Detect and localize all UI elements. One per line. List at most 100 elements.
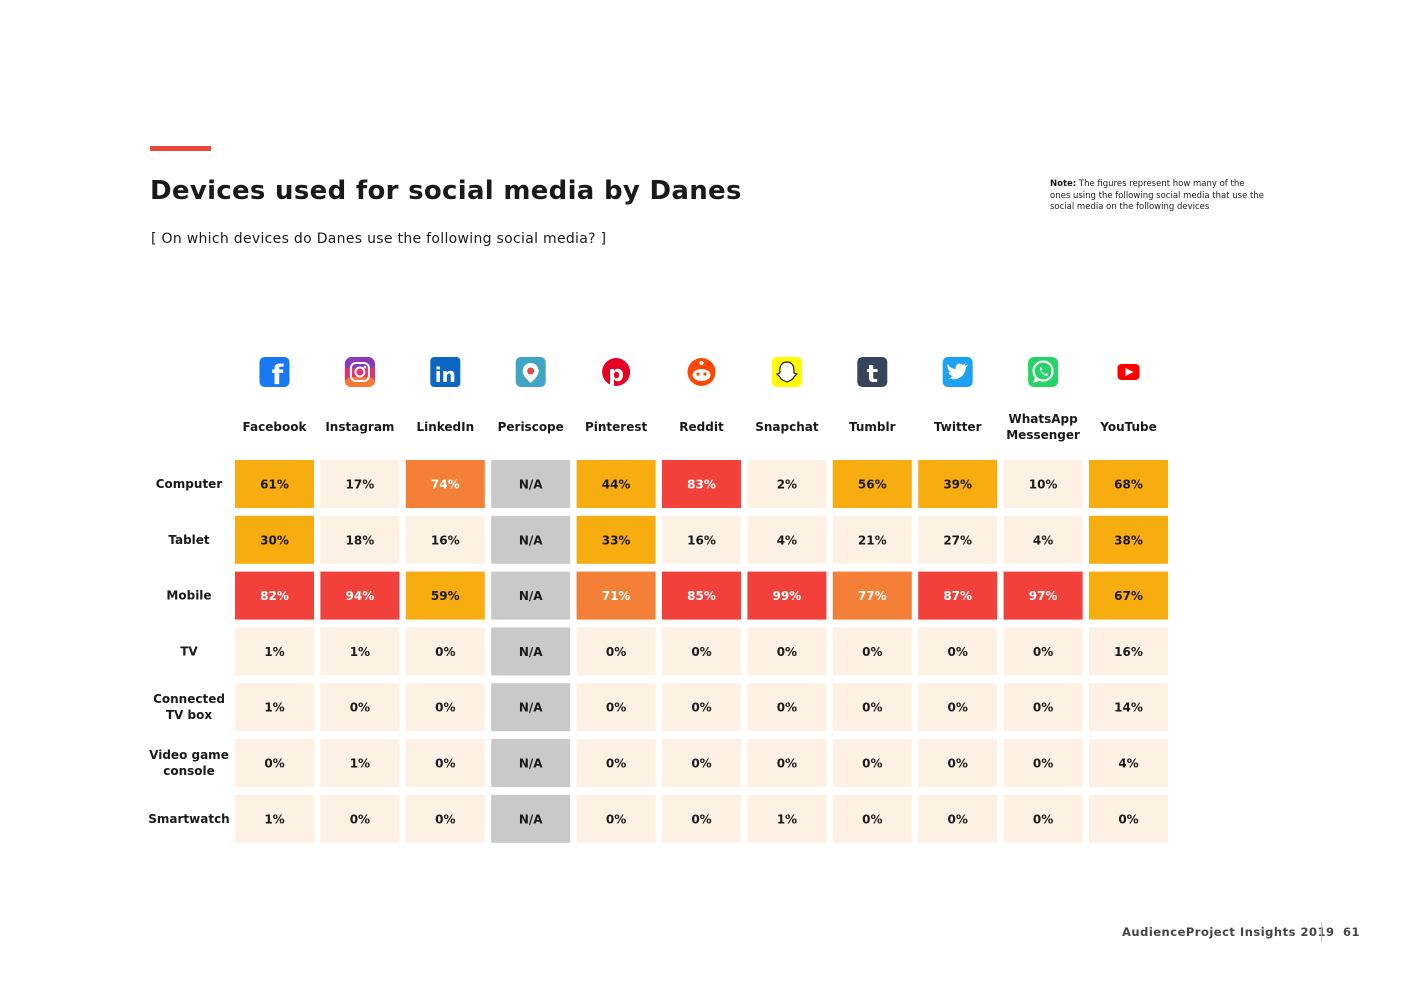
cell-value: N/A bbox=[519, 533, 543, 547]
cell-value: 0% bbox=[435, 757, 455, 771]
column-label-2: LinkedIn bbox=[416, 420, 474, 434]
heatmap-cell bbox=[320, 571, 400, 620]
cell-value: 74% bbox=[431, 478, 460, 492]
cell-value: 0% bbox=[350, 701, 370, 715]
cell-value: 94% bbox=[346, 589, 375, 603]
cell-value: 0% bbox=[777, 645, 797, 659]
tumblr-icon: t bbox=[857, 357, 888, 388]
heatmap-cell bbox=[320, 460, 400, 508]
heatmap-cell bbox=[405, 571, 485, 620]
heatmap-cell bbox=[918, 515, 998, 564]
heatmap-cell bbox=[576, 571, 656, 620]
cell-value: 0% bbox=[435, 812, 455, 826]
reddit-icon bbox=[687, 358, 716, 386]
heatmap-cell bbox=[1089, 683, 1168, 732]
heatmap-cell bbox=[576, 460, 656, 508]
column-label-9: WhatsApp bbox=[1008, 412, 1078, 426]
heatmap-cell bbox=[235, 515, 314, 564]
heatmap-cell bbox=[1003, 627, 1083, 676]
heatmap-cell bbox=[235, 794, 314, 843]
heatmap-cell bbox=[320, 739, 400, 787]
cell-value: 99% bbox=[773, 589, 802, 603]
heatmap-cell bbox=[491, 460, 571, 508]
cell-value: 1% bbox=[264, 812, 284, 826]
column-label-1: Instagram bbox=[325, 420, 394, 434]
cell-value: 0% bbox=[777, 757, 797, 771]
heatmap-cell bbox=[832, 683, 912, 732]
column-label-0: Facebook bbox=[243, 420, 308, 434]
cell-value: 16% bbox=[687, 533, 716, 547]
linkedin-icon: in bbox=[430, 357, 461, 387]
column-label-9-line2: Messenger bbox=[1006, 428, 1080, 442]
heatmap-cell bbox=[320, 794, 400, 843]
heatmap-cell bbox=[832, 571, 912, 620]
heatmap-cell bbox=[405, 460, 485, 508]
heatmap-cell bbox=[235, 460, 314, 508]
cell-value: 17% bbox=[346, 478, 375, 492]
svg-text:p: p bbox=[608, 362, 624, 387]
cell-value: 97% bbox=[1029, 589, 1058, 603]
row-label-6: Smartwatch bbox=[148, 812, 229, 826]
heatmap-cell bbox=[491, 571, 571, 620]
cell-value: 33% bbox=[602, 533, 631, 547]
heatmap-cell bbox=[405, 739, 485, 787]
footer-divider bbox=[1321, 922, 1322, 942]
heatmap-cell bbox=[235, 571, 314, 620]
heatmap-cell bbox=[491, 515, 571, 564]
periscope-icon bbox=[515, 357, 546, 387]
cell-value: 67% bbox=[1114, 589, 1143, 603]
column-label-8: Twitter bbox=[934, 420, 982, 434]
heatmap-cell bbox=[491, 739, 571, 787]
svg-text:t: t bbox=[867, 360, 878, 388]
cell-value: 39% bbox=[943, 478, 972, 492]
heatmap-cell bbox=[662, 515, 741, 564]
heatmap-cell bbox=[832, 627, 912, 676]
page-title: Devices used for social media by Danes bbox=[150, 176, 742, 206]
heatmap-cell bbox=[747, 627, 827, 676]
cell-value: 0% bbox=[862, 701, 882, 715]
note-label: Note: bbox=[1050, 179, 1077, 189]
cell-value: 0% bbox=[948, 757, 968, 771]
cell-value: 4% bbox=[1033, 533, 1053, 547]
twitter-icon bbox=[942, 357, 973, 387]
heatmap-cell bbox=[832, 460, 912, 508]
heatmap-cell bbox=[405, 683, 485, 732]
cell-value: 0% bbox=[435, 645, 455, 659]
heatmap-cell bbox=[576, 794, 656, 843]
cell-value: 1% bbox=[264, 701, 284, 715]
heatmap-cell bbox=[1003, 571, 1083, 620]
cell-value: 0% bbox=[1033, 701, 1053, 715]
heatmap-cell bbox=[1089, 571, 1168, 620]
cell-value: 0% bbox=[606, 757, 626, 771]
heatmap-cell bbox=[747, 571, 827, 620]
svg-text:f: f bbox=[272, 360, 284, 391]
cell-value: 85% bbox=[687, 589, 716, 603]
heatmap-cell bbox=[405, 794, 485, 843]
pinterest-icon: p bbox=[602, 358, 631, 387]
cell-value: 0% bbox=[862, 812, 882, 826]
heatmap-cell bbox=[1089, 627, 1168, 676]
heatmap-cell bbox=[918, 683, 998, 732]
heatmap-cell bbox=[1003, 739, 1083, 787]
cell-value: 0% bbox=[948, 701, 968, 715]
row-label-2: Mobile bbox=[166, 589, 211, 603]
heatmap-cell bbox=[1089, 794, 1168, 843]
column-label-6: Snapchat bbox=[755, 420, 819, 434]
heatmap-cell bbox=[662, 460, 741, 508]
cell-value: 61% bbox=[260, 478, 289, 492]
heatmap-cell bbox=[747, 460, 827, 508]
cell-value: 0% bbox=[948, 812, 968, 826]
cell-value: 83% bbox=[687, 478, 716, 492]
page-number: 61 bbox=[1343, 925, 1361, 939]
heatmap-cell bbox=[662, 627, 741, 676]
note-text: The figures represent how many of the on… bbox=[1050, 179, 1264, 212]
heatmap-cell bbox=[662, 739, 741, 787]
cell-value: 0% bbox=[606, 701, 626, 715]
cell-value: 0% bbox=[948, 645, 968, 659]
heatmap-cell bbox=[1003, 794, 1083, 843]
heatmap-cell bbox=[1003, 683, 1083, 732]
column-label-10: YouTube bbox=[1099, 420, 1157, 434]
cell-value: N/A bbox=[519, 589, 543, 603]
heatmap-cell bbox=[320, 683, 400, 732]
cell-value: N/A bbox=[519, 757, 543, 771]
